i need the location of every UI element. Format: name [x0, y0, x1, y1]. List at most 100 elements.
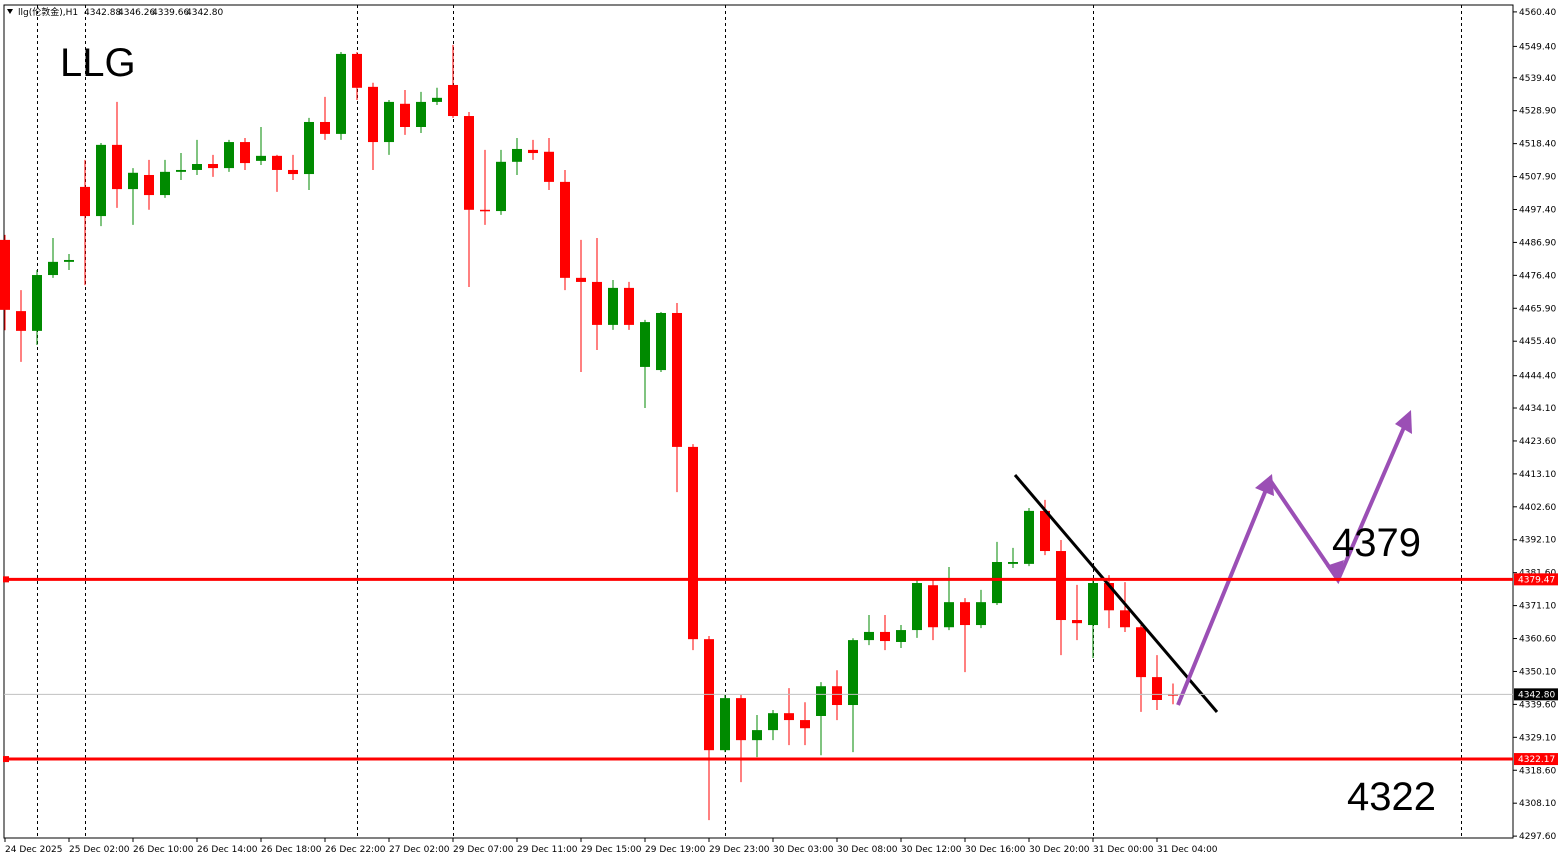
- x-tick-label: 30 Dec 03:00: [773, 845, 834, 855]
- candle-body: [656, 312, 666, 371]
- candle-body: [560, 181, 570, 278]
- x-tick-label: 29 Dec 07:00: [453, 845, 514, 855]
- candle-body: [1120, 610, 1130, 628]
- candle-body: [896, 630, 906, 642]
- candle-body: [592, 281, 602, 325]
- header-symbol: llg(伦敦金),H1: [18, 6, 78, 18]
- candle-body: [1152, 677, 1162, 701]
- candle-body: [96, 144, 106, 217]
- x-tick-label: 26 Dec 18:00: [261, 845, 322, 855]
- y-tick-label: 4308.10: [1519, 799, 1556, 809]
- candle-body: [1072, 620, 1082, 624]
- y-tick-label: 4455.40: [1519, 337, 1556, 347]
- y-tick-label: 4350.10: [1519, 667, 1556, 677]
- candle-body: [960, 602, 970, 626]
- candle-body: [1040, 510, 1050, 552]
- candle-body: [384, 101, 394, 143]
- candle-body: [1136, 627, 1146, 678]
- candle-body: [176, 169, 186, 172]
- annotation: 4379: [1332, 521, 1421, 565]
- y-tick-label: 4434.10: [1519, 404, 1556, 414]
- candle-body: [64, 259, 74, 262]
- candle-body: [576, 277, 586, 282]
- candle-body: [80, 186, 90, 217]
- y-tick-label: 4528.90: [1519, 107, 1556, 117]
- y-tick-label: 4392.10: [1519, 536, 1556, 546]
- candle-body: [16, 311, 26, 331]
- y-tick-label: 4318.60: [1519, 766, 1556, 776]
- candle-body: [336, 53, 346, 134]
- trend-line: [1013, 474, 1219, 713]
- level-label: 4322.17: [1518, 755, 1555, 765]
- candle-body: [32, 275, 42, 331]
- candle-body: [128, 172, 138, 190]
- arrow-head: [1255, 474, 1274, 496]
- level-handle: [3, 756, 9, 763]
- annotation: LLG: [60, 41, 136, 85]
- level-tag: [1514, 573, 1558, 586]
- candle-body: [256, 155, 266, 161]
- candle-body: [1024, 510, 1034, 564]
- x-tick-label: 31 Dec 00:00: [1093, 845, 1154, 855]
- candle-body: [368, 86, 378, 143]
- candle-body: [864, 631, 874, 641]
- x-tick-label: 29 Dec 11:00: [517, 845, 578, 855]
- candle-body: [208, 164, 218, 169]
- candle-body: [608, 287, 618, 325]
- candle-body: [832, 686, 842, 706]
- x-tick-label: 25 Dec 02:00: [69, 845, 130, 855]
- x-tick-label: 24 Dec 2025: [5, 845, 63, 855]
- candle-body: [512, 148, 522, 162]
- plot-frame: [3, 4, 1514, 839]
- x-tick-label: 30 Dec 12:00: [901, 845, 962, 855]
- candle-body: [912, 583, 922, 631]
- header-high: 4346.26: [118, 8, 155, 18]
- candle-body: [768, 713, 778, 731]
- y-tick-label: 4413.10: [1519, 470, 1556, 480]
- candle-body: [112, 144, 122, 190]
- last-price-label: 4342.80: [1518, 690, 1555, 700]
- candle-body: [1008, 562, 1018, 564]
- y-tick-label: 4360.60: [1519, 635, 1556, 645]
- x-tick-label: 29 Dec 19:00: [645, 845, 706, 855]
- candle-body: [848, 640, 858, 706]
- level-tag: [1514, 753, 1558, 766]
- y-tick-label: 4549.40: [1519, 42, 1556, 52]
- level-label: 4379.47: [1518, 575, 1555, 585]
- y-tick-label: 4329.10: [1519, 733, 1556, 743]
- x-tick-label: 30 Dec 08:00: [837, 845, 898, 855]
- y-tick-label: 4518.40: [1519, 140, 1556, 150]
- candle-body: [816, 686, 826, 716]
- candle-body: [976, 602, 986, 626]
- x-tick-label: 29 Dec 15:00: [581, 845, 642, 855]
- y-tick-label: 4444.40: [1519, 372, 1556, 382]
- candle-body: [304, 121, 314, 175]
- candle-body: [944, 602, 954, 628]
- x-tick-label: 30 Dec 20:00: [1029, 845, 1090, 855]
- x-tick-label: 31 Dec 04:00: [1157, 845, 1218, 855]
- candle-body: [480, 209, 490, 212]
- candle-body: [448, 84, 458, 117]
- candle-body: [224, 142, 234, 169]
- header-open: 4342.88: [84, 8, 121, 18]
- candle-body: [672, 312, 682, 447]
- x-tick-label: 26 Dec 22:00: [325, 845, 386, 855]
- candle-body: [1104, 583, 1114, 611]
- candle-body: [624, 287, 634, 325]
- candle-body: [880, 631, 890, 642]
- x-tick-label: 30 Dec 16:00: [965, 845, 1026, 855]
- y-tick-label: 4465.90: [1519, 304, 1556, 314]
- y-tick-label: 4507.90: [1519, 173, 1556, 183]
- candle-body: [496, 161, 506, 212]
- candle-body: [352, 53, 362, 88]
- candle-body: [320, 121, 330, 134]
- y-tick-label: 4539.40: [1519, 74, 1556, 84]
- candle-body: [240, 142, 250, 164]
- candle-body: [48, 261, 58, 276]
- candle-body: [720, 698, 730, 751]
- y-tick-label: 4339.60: [1519, 700, 1556, 710]
- menu-arrow: [7, 9, 13, 14]
- y-tick-label: 4297.60: [1519, 832, 1556, 842]
- candle-body: [192, 164, 202, 170]
